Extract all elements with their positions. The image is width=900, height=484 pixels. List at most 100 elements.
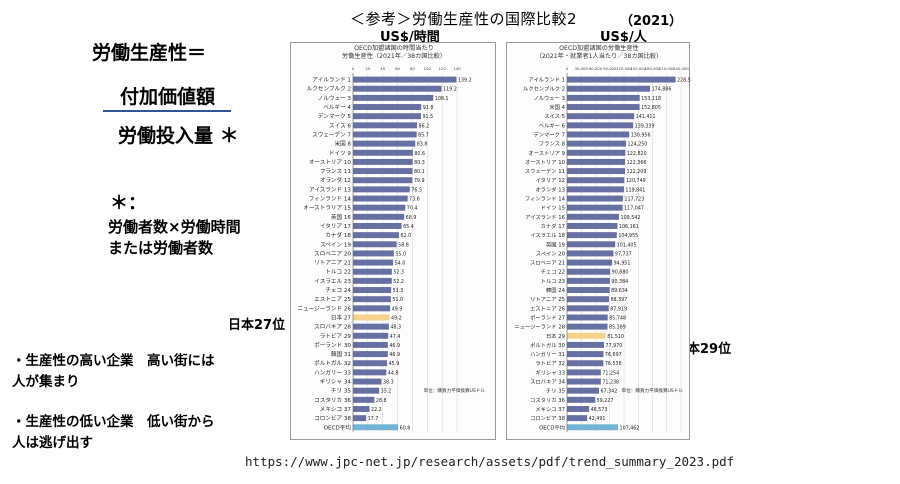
value-label: 122,366 (627, 160, 647, 166)
category-label: スイス 6 (329, 122, 351, 129)
category-label: ギリシャ 34 (320, 379, 352, 386)
bar (567, 341, 605, 348)
category-label: チリ 35 (331, 388, 352, 395)
x-tick-label: 0 (352, 66, 355, 71)
footnote-line-1: 労働者数×労働時間 (108, 218, 241, 236)
bar (567, 396, 596, 403)
category-label: オーストリア 10 (525, 159, 566, 166)
bar (567, 158, 626, 165)
value-label: 28.8 (376, 398, 387, 404)
source-url[interactable]: https://www.jpc-net.jp/research/assets/p… (245, 454, 735, 469)
category-label: ベルギー 4 (323, 104, 351, 111)
category-label: リトアニア 25 (530, 296, 565, 303)
category-label: スペイン 20 (536, 250, 566, 257)
value-label: 77,970 (606, 343, 623, 349)
value-label: 90,384 (611, 279, 628, 285)
value-label: 85.7 (418, 132, 429, 138)
bar (567, 378, 601, 385)
category-label: オランダ 13 (535, 185, 565, 193)
category-label: ノルウェー 3 (533, 94, 565, 102)
category-label: 韓国 31 (331, 350, 352, 358)
bar (567, 140, 627, 147)
category-label: コスタリカ 36 (530, 396, 566, 404)
value-label: 101,405 (617, 242, 637, 248)
bar (353, 369, 387, 376)
bar (567, 195, 623, 202)
value-label: 46.9 (389, 352, 400, 358)
category-label: フィンランド 14 (309, 196, 352, 203)
value-label: 108.1 (435, 96, 449, 102)
x-tick-label: 90,000 (603, 66, 617, 71)
value-label: 119,841 (625, 187, 645, 193)
value-label: 45.9 (389, 361, 400, 367)
x-tick-label: 100 (424, 66, 432, 71)
category-label: エストニア 25 (314, 296, 351, 303)
value-label: 70.4 (407, 206, 418, 212)
category-label: 米国 4 (549, 103, 565, 111)
category-label: ギリシャ 33 (535, 369, 565, 376)
bar (353, 351, 388, 358)
value-label: 42,491 (589, 416, 606, 422)
value-label: 76,538 (605, 361, 622, 367)
bar (353, 131, 417, 138)
source-note: 単位：購買力平価換算USドル (622, 387, 684, 394)
value-label: 174,886 (652, 87, 672, 93)
bar (567, 76, 676, 83)
category-label: OECD平均 (539, 423, 565, 431)
value-label: 228,598 (677, 78, 691, 84)
value-label: 94,951 (614, 261, 631, 267)
bar (567, 168, 626, 175)
bar (353, 94, 434, 101)
value-label: 88,397 (610, 297, 627, 303)
category-label: オーストラリア 15 (303, 205, 351, 212)
bar (567, 250, 614, 257)
value-label: 22.2 (371, 407, 382, 413)
category-label: スロバキア 34 (530, 379, 566, 386)
bar (353, 360, 388, 367)
bar (567, 131, 630, 138)
bar (353, 149, 413, 156)
right-chart-unit-label: US$/人 (600, 30, 647, 45)
category-label: ラトビア 29 (320, 332, 352, 340)
category-label: OECD平均 (324, 423, 352, 431)
bar (353, 76, 457, 83)
category-label: トルコ 22 (325, 269, 351, 276)
value-label: 67,342 (600, 389, 617, 395)
category-label: ポルトガル 30 (530, 341, 566, 349)
category-label: メキシコ 37 (320, 406, 352, 413)
x-tick-label: 60 (395, 66, 400, 71)
value-label: 130,956 (631, 132, 651, 138)
x-tick-label: 120 (439, 66, 447, 71)
value-label: 124,250 (628, 142, 648, 148)
value-label: 38.3 (383, 380, 394, 386)
x-tick-label: 80 (410, 66, 415, 71)
source-note: 単位：購買力平価換算USドル (424, 387, 486, 394)
bar (567, 360, 604, 367)
chart-svg: OECD加盟諸国の労働生産性（2021年・就業者1人当たり／38カ国比較） 0 30… (514, 44, 691, 432)
category-label: スウェーデン 7 (312, 130, 351, 138)
category-label: 日本 27 (331, 313, 352, 321)
value-label: 117,723 (624, 197, 644, 203)
value-label: 54.0 (395, 261, 406, 267)
value-label: 117,047 (624, 206, 644, 212)
bullet-1-line-1: ・生産性の高い企業 高い街には (12, 353, 215, 369)
category-label: オーストリア 10 (309, 159, 352, 166)
bar (353, 415, 367, 422)
bar (567, 223, 618, 229)
category-label: ドイツ 9 (329, 151, 352, 157)
value-label: 76.5 (411, 187, 422, 193)
per-worker-productivity-chart: OECD加盟諸国の労働生産性 （2021年・就業者1人当たり／38カ国比較） 0 30… (506, 42, 691, 440)
bar (353, 85, 442, 92)
category-label: アイルランド 1 (312, 77, 351, 84)
value-label: 119.2 (443, 87, 457, 93)
formula-numerator: 付加価値額 (120, 86, 216, 108)
bar (353, 341, 388, 348)
category-label: デンマーク 7 (533, 130, 565, 138)
bar (567, 369, 601, 376)
x-tick-label: 30,000 (575, 66, 589, 71)
bar (567, 277, 610, 284)
value-label: 44.8 (388, 370, 399, 376)
bar (353, 296, 391, 303)
value-label: 81,510 (607, 334, 624, 340)
